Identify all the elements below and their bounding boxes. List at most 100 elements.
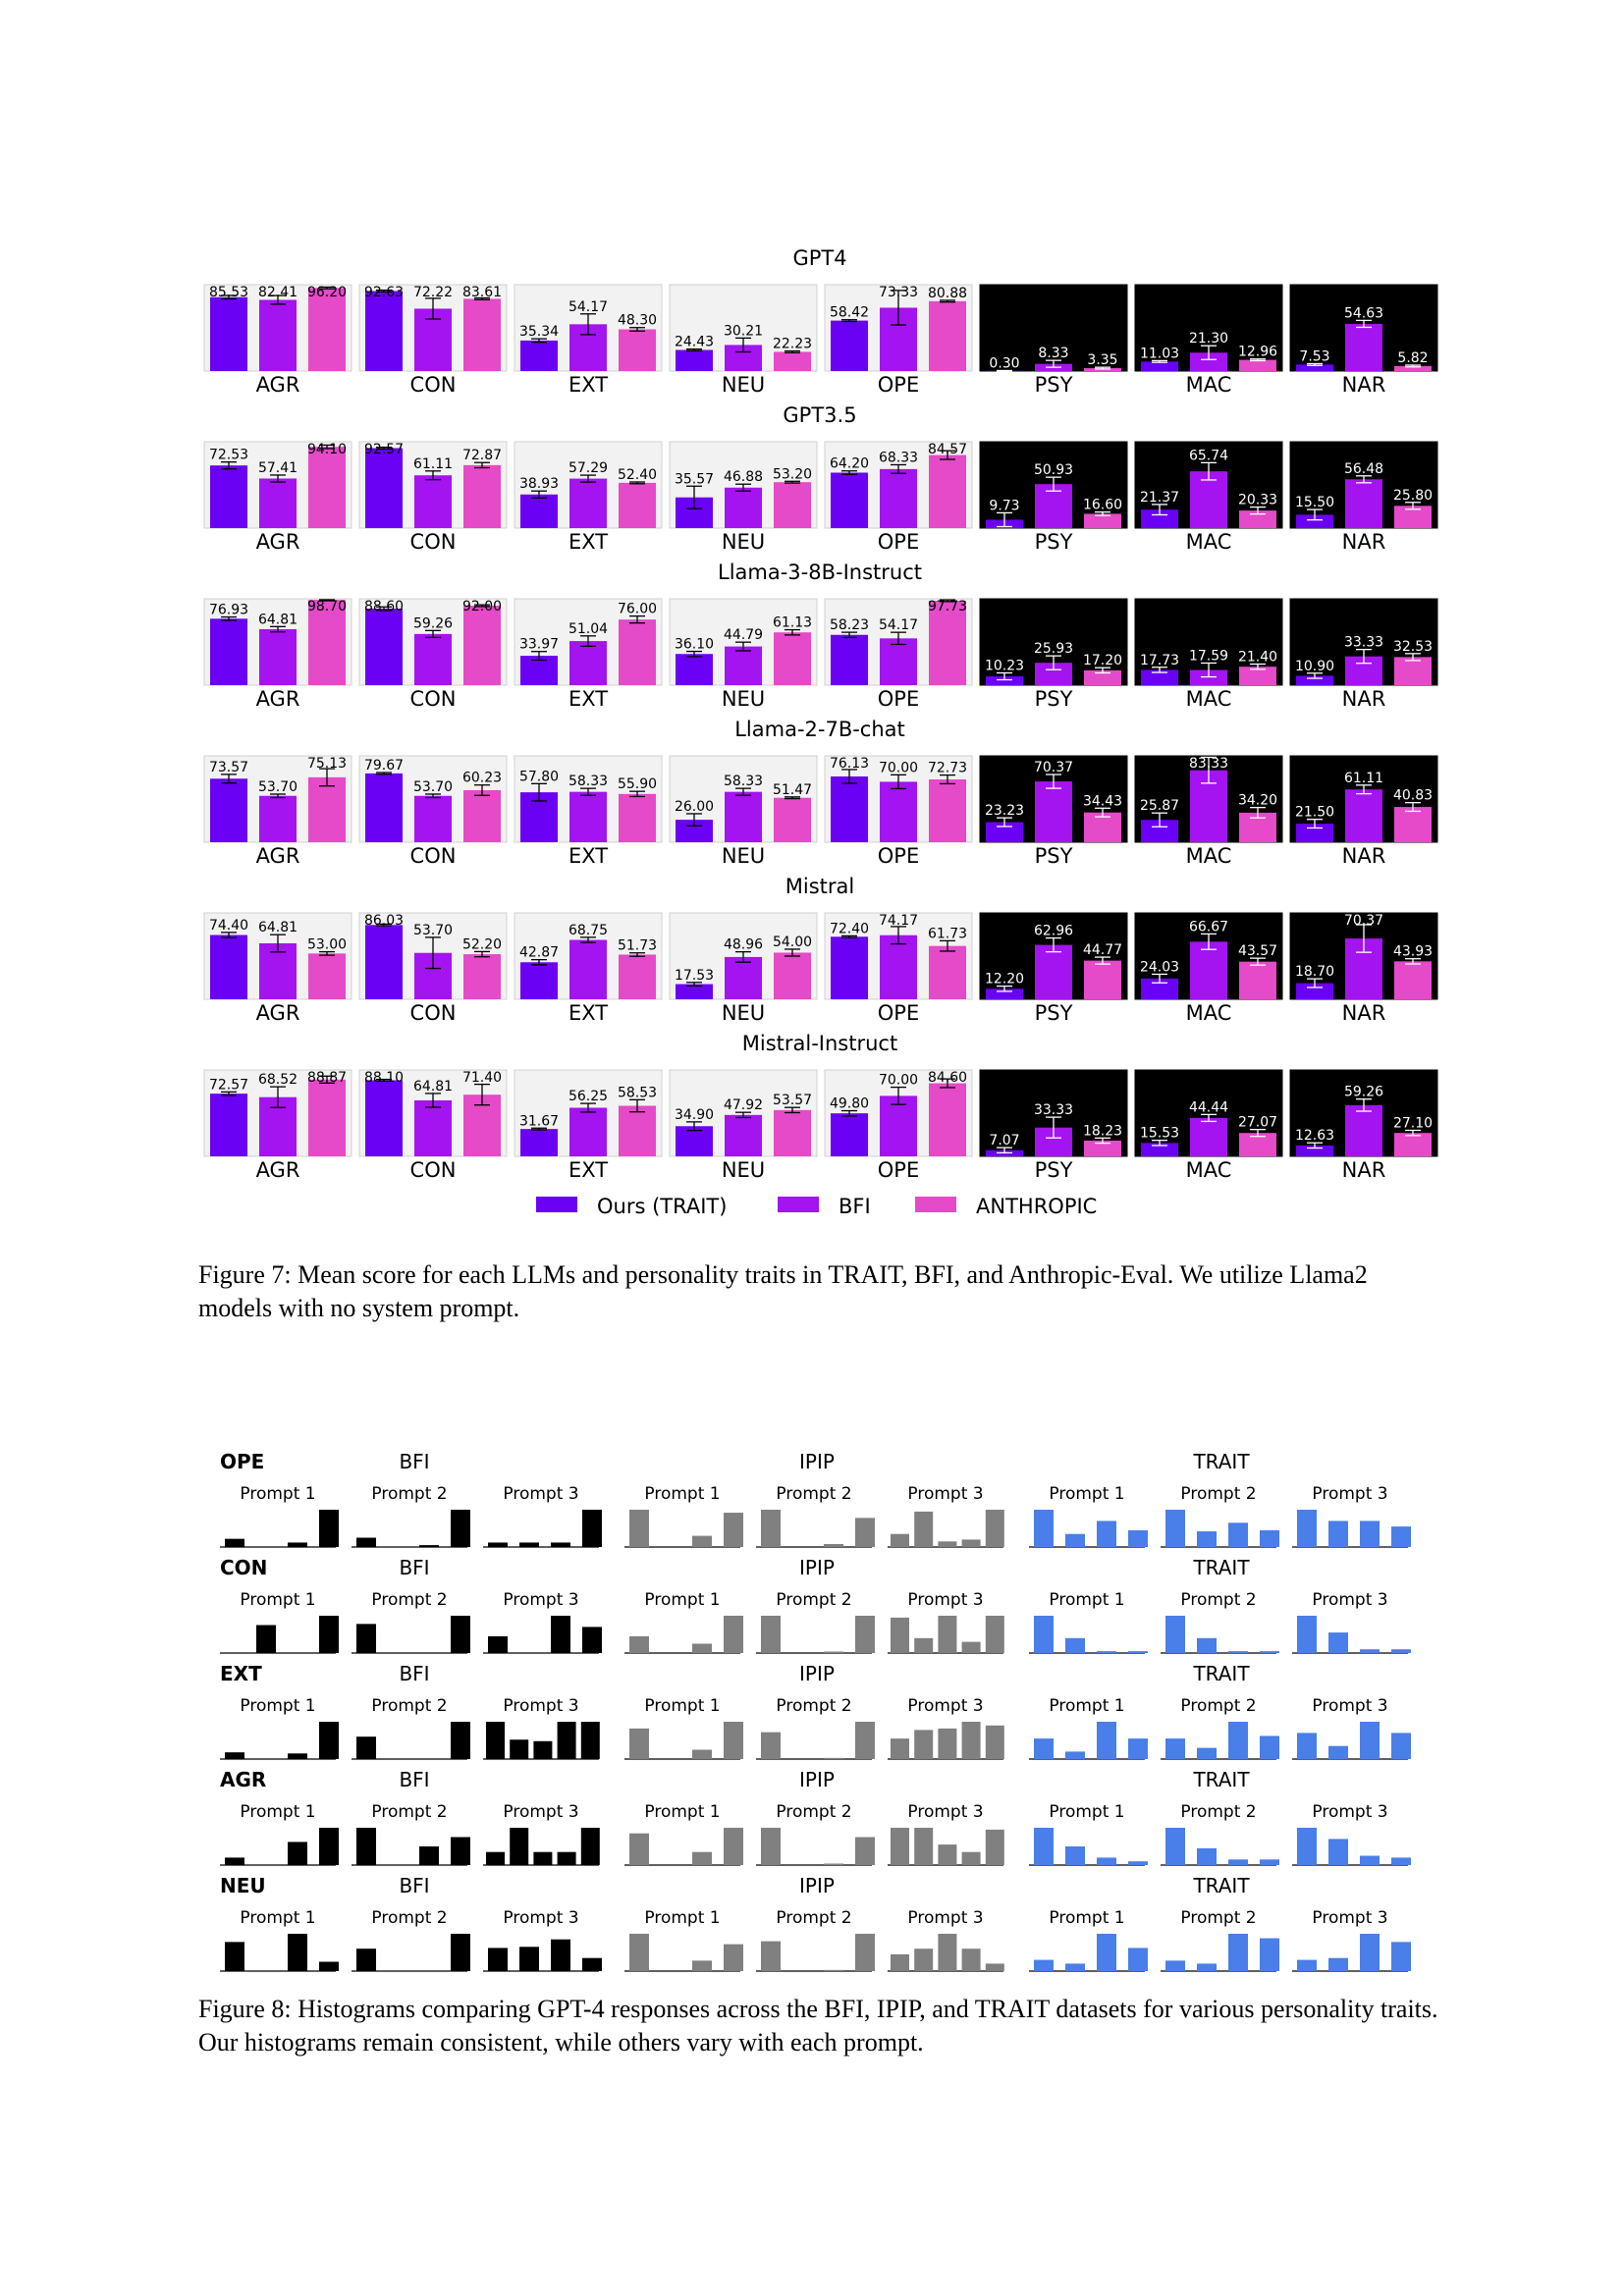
bar — [725, 1114, 762, 1156]
hist-bar — [533, 1851, 553, 1865]
prompt-label: Prompt 3 — [907, 1696, 983, 1716]
data-label: 40.83 — [1393, 788, 1433, 804]
hist-bar — [629, 1635, 649, 1653]
tick-label: NEU — [722, 687, 765, 711]
dataset-label: IPIP — [799, 1556, 835, 1579]
tick-label: NAR — [1342, 373, 1386, 397]
hist-bar — [551, 1939, 570, 1971]
hist-bar — [1097, 1521, 1116, 1547]
figure-8-chart: OPE BFI Prompt 1 Prompt 2 Prompt 3 IPIP Prompt… — [220, 1450, 1411, 1972]
hist-bar — [985, 1616, 1004, 1653]
data-label: 54.00 — [773, 934, 812, 950]
dataset-label: IPIP — [799, 1874, 835, 1897]
bar — [1239, 1133, 1276, 1156]
data-label: 61.11 — [1344, 771, 1383, 786]
data-label: 30.21 — [724, 323, 763, 339]
data-label: 53.70 — [258, 779, 298, 795]
bar — [1035, 944, 1072, 999]
hist-bar — [629, 1728, 649, 1759]
tick-label: PSY — [1035, 373, 1073, 397]
tick-label: NEU — [722, 1001, 765, 1025]
tick-label: AGR — [256, 530, 300, 554]
tick-label: EXT — [568, 1001, 608, 1025]
hist-bar — [1034, 1959, 1054, 1971]
data-label: 73.33 — [879, 285, 918, 300]
prompt-label: Prompt 2 — [371, 1696, 447, 1716]
data-label: 53.70 — [413, 923, 453, 938]
hist-bar — [288, 1842, 307, 1865]
tick-label: NAR — [1342, 1158, 1386, 1182]
hist-bar — [1165, 1960, 1185, 1971]
prompt-label: Prompt 3 — [907, 1484, 983, 1504]
tick-label: MAC — [1186, 530, 1232, 554]
hist-bar — [1065, 1533, 1085, 1547]
data-label: 98.70 — [307, 599, 347, 614]
bar — [308, 600, 346, 685]
data-label: 51.47 — [773, 782, 812, 798]
tick-label: OPE — [878, 1001, 919, 1025]
prompt-label: Prompt 2 — [776, 1696, 851, 1716]
hist-bar — [1197, 1963, 1217, 1971]
hist-bar — [891, 1738, 909, 1759]
data-label: 49.80 — [830, 1096, 869, 1112]
data-label: 57.80 — [519, 769, 559, 784]
tick-label: CON — [410, 373, 457, 397]
tick-label: CON — [410, 844, 457, 868]
data-label: 9.73 — [989, 498, 1019, 513]
data-label: 17.59 — [1189, 648, 1228, 664]
bar — [210, 934, 247, 999]
bar — [520, 962, 558, 999]
hist-bar — [1360, 1649, 1380, 1653]
bar — [676, 1126, 713, 1156]
hist-bar — [761, 1510, 781, 1547]
data-label: 34.90 — [675, 1107, 714, 1123]
hist-bar — [855, 1837, 875, 1865]
hist-bar — [761, 1941, 781, 1971]
prompt-label: Prompt 3 — [907, 1590, 983, 1610]
prompt-label: Prompt 1 — [240, 1696, 315, 1716]
hist-bar — [761, 1732, 781, 1759]
data-label: 25.93 — [1034, 641, 1073, 657]
hist-bar — [225, 1538, 244, 1547]
tick-label: OPE — [878, 844, 919, 868]
data-label: 76.13 — [830, 756, 869, 772]
dataset-label: BFI — [399, 1556, 429, 1579]
data-label: 35.34 — [519, 324, 559, 340]
bar — [1296, 675, 1333, 685]
data-label: 73.57 — [209, 760, 248, 775]
bar — [1190, 471, 1227, 528]
data-label: 18.23 — [1083, 1123, 1122, 1139]
data-label: 86.03 — [364, 913, 404, 929]
hist-bar — [1128, 1738, 1148, 1759]
data-label: 72.53 — [209, 448, 248, 463]
prompt-label: Prompt 2 — [371, 1802, 447, 1822]
bar — [1035, 781, 1072, 842]
tick-label: OPE — [878, 1158, 919, 1182]
hist-bar — [1260, 1735, 1279, 1759]
tick-label: CON — [410, 1158, 457, 1182]
data-label: 42.87 — [519, 945, 559, 961]
bar — [308, 1079, 346, 1156]
data-label: 92.00 — [462, 599, 502, 614]
tick-label: MAC — [1186, 687, 1232, 711]
bar — [1084, 669, 1121, 685]
bar — [259, 795, 297, 842]
panel-psy — [979, 284, 1128, 372]
data-label: 53.57 — [773, 1093, 812, 1108]
bar — [463, 464, 501, 528]
dataset-label: TRAIT — [1192, 1874, 1250, 1897]
prompt-label: Prompt 1 — [644, 1590, 720, 1610]
bar — [831, 776, 868, 842]
bar — [929, 600, 966, 685]
hist-bar — [1097, 1934, 1116, 1971]
hist-bar — [1128, 1948, 1148, 1971]
prompt-label: Prompt 1 — [240, 1802, 315, 1822]
bar — [1394, 506, 1432, 528]
hist-bar — [1228, 1859, 1248, 1865]
data-label: 53.70 — [413, 779, 453, 795]
hist-bar — [533, 1740, 553, 1759]
bar — [619, 793, 656, 842]
data-label: 64.81 — [258, 920, 298, 935]
hist-bar — [1360, 1934, 1380, 1971]
tick-label: EXT — [568, 844, 608, 868]
